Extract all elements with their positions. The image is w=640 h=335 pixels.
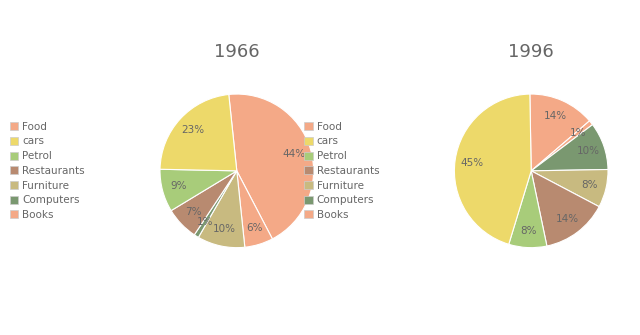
Text: 7%: 7%: [186, 207, 202, 217]
Title: 1996: 1996: [508, 43, 554, 61]
Wedge shape: [237, 171, 273, 247]
Text: 10%: 10%: [577, 146, 599, 156]
Text: 10%: 10%: [213, 224, 236, 234]
Wedge shape: [454, 94, 531, 244]
Text: 6%: 6%: [246, 223, 262, 233]
Legend: Food, cars, Petrol, Restaurants, Furniture, Computers, Books: Food, cars, Petrol, Restaurants, Furnitu…: [8, 120, 87, 222]
Wedge shape: [160, 169, 237, 211]
Text: 8%: 8%: [520, 226, 537, 236]
Wedge shape: [531, 170, 608, 207]
Wedge shape: [509, 171, 547, 248]
Wedge shape: [530, 94, 589, 171]
Text: 1%: 1%: [570, 128, 586, 138]
Legend: Food, cars, Petrol, Restaurants, Furniture, Computers, Books: Food, cars, Petrol, Restaurants, Furnitu…: [302, 120, 381, 222]
Text: 1%: 1%: [197, 217, 214, 227]
Text: 8%: 8%: [581, 180, 598, 190]
Wedge shape: [171, 171, 237, 235]
Text: 23%: 23%: [181, 125, 204, 135]
Title: 1966: 1966: [214, 43, 260, 61]
Text: 14%: 14%: [544, 111, 567, 121]
Text: 14%: 14%: [556, 214, 579, 224]
Text: 9%: 9%: [171, 181, 187, 191]
Text: 44%: 44%: [283, 148, 306, 158]
Wedge shape: [531, 121, 593, 171]
Text: 45%: 45%: [460, 157, 483, 168]
Wedge shape: [531, 171, 599, 246]
Wedge shape: [198, 171, 245, 248]
Wedge shape: [160, 94, 237, 171]
Wedge shape: [531, 125, 608, 171]
Wedge shape: [228, 94, 314, 239]
Wedge shape: [195, 171, 237, 238]
